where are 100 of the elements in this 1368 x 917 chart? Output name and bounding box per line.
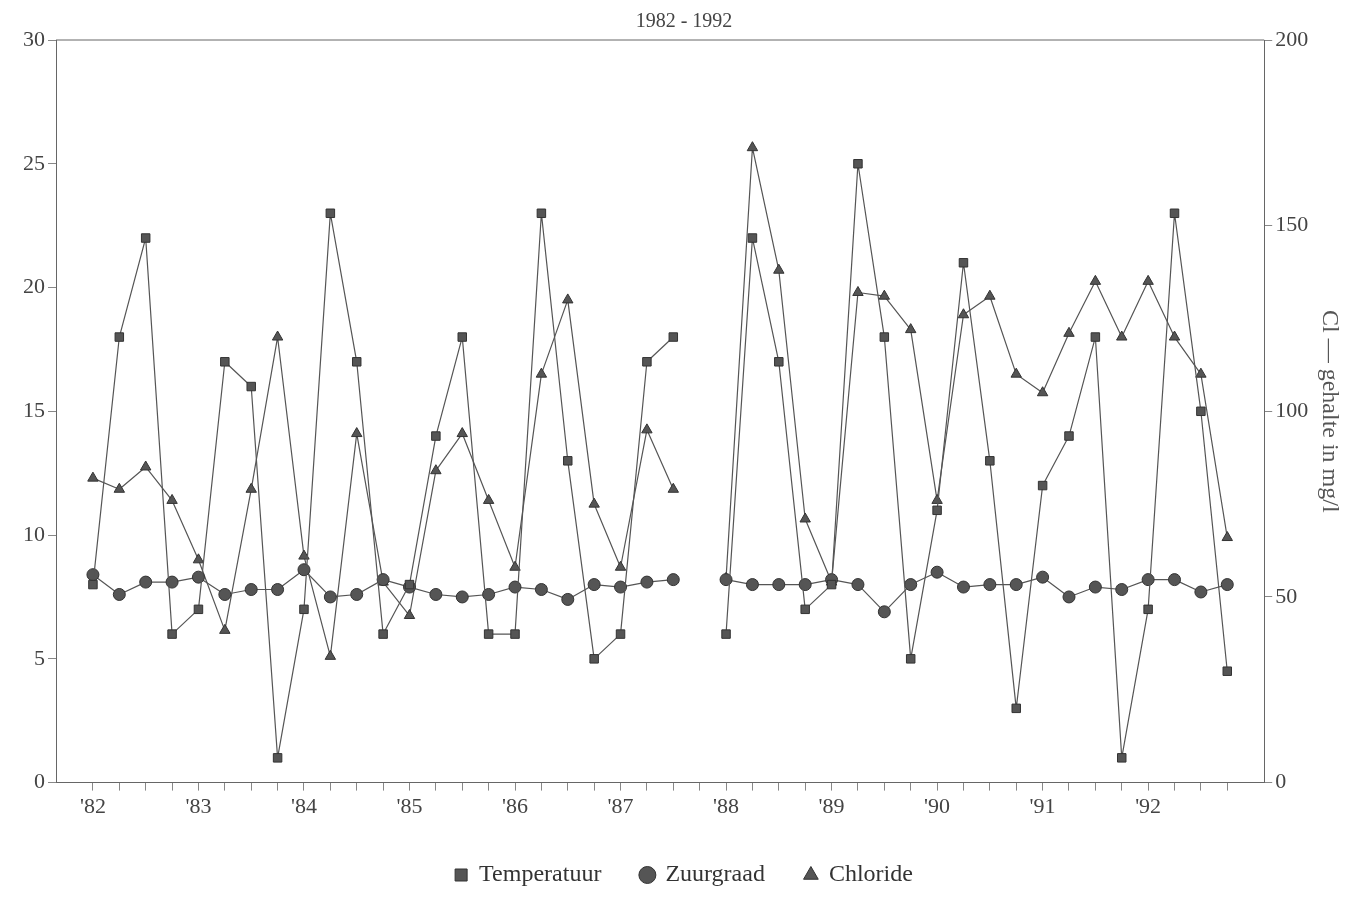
x-tick-label: '82 <box>79 792 106 818</box>
point <box>378 629 388 639</box>
y2-tick-label: 200 <box>1275 25 1309 51</box>
point <box>851 578 865 592</box>
point <box>1194 585 1208 599</box>
point <box>88 579 98 590</box>
y2-tick-label: 150 <box>1275 211 1309 237</box>
point <box>985 456 995 466</box>
y2-tick-label: 50 <box>1275 582 1298 608</box>
legend-label: Zuurgraad <box>665 860 765 887</box>
point <box>1222 666 1233 676</box>
point <box>167 629 177 639</box>
legend-label: Chloride <box>828 860 913 887</box>
point <box>877 605 891 619</box>
point <box>482 587 496 601</box>
y-tick-label: 10 <box>23 520 45 546</box>
point <box>1090 332 1101 342</box>
point <box>219 623 231 634</box>
x-tick-label: '89 <box>818 792 845 818</box>
x-tick-label: '87 <box>607 792 634 818</box>
point <box>1037 480 1048 491</box>
x-tick-label: '86 <box>502 792 528 818</box>
point <box>165 575 179 589</box>
point <box>1168 330 1181 341</box>
point <box>878 289 891 300</box>
point <box>1220 578 1234 592</box>
point <box>403 609 416 620</box>
point <box>800 604 810 615</box>
point <box>667 482 679 493</box>
point <box>1141 573 1155 587</box>
point <box>852 285 864 296</box>
chart-title: 1982 - 1992 <box>635 9 733 32</box>
point <box>642 357 652 367</box>
point <box>745 578 759 592</box>
point <box>430 464 442 475</box>
point <box>87 471 99 482</box>
point <box>930 565 944 579</box>
point <box>299 604 309 615</box>
point <box>773 263 785 274</box>
point <box>932 505 942 516</box>
point <box>1064 431 1074 441</box>
point <box>587 578 601 592</box>
point <box>614 580 628 594</box>
point <box>429 587 443 601</box>
point <box>984 289 996 300</box>
point <box>668 332 679 342</box>
point <box>112 587 126 601</box>
point <box>193 604 204 615</box>
y2-tick-label: 0 <box>1275 768 1287 794</box>
point <box>140 460 152 471</box>
point <box>1010 367 1022 378</box>
point <box>325 208 336 219</box>
point <box>166 493 178 504</box>
point <box>140 233 151 243</box>
point <box>245 482 257 493</box>
y-tick-label: 15 <box>23 397 45 423</box>
point <box>640 575 654 589</box>
point <box>509 560 521 571</box>
y-tick-label: 20 <box>23 273 45 299</box>
point <box>271 583 285 597</box>
point <box>666 573 680 587</box>
point <box>588 497 600 508</box>
point <box>139 575 153 589</box>
point <box>563 456 573 466</box>
point <box>1142 274 1154 285</box>
point <box>1089 274 1102 285</box>
point <box>562 293 574 304</box>
point <box>905 323 917 334</box>
x-tick-label: '88 <box>713 792 740 818</box>
point <box>1221 531 1233 542</box>
point <box>191 570 205 584</box>
point <box>482 493 495 504</box>
point <box>457 332 467 342</box>
point <box>1062 590 1076 604</box>
point <box>1169 208 1180 219</box>
point <box>1168 573 1182 587</box>
point <box>774 357 784 367</box>
point <box>799 512 811 523</box>
point <box>244 583 258 597</box>
point <box>510 629 520 639</box>
point <box>297 563 311 577</box>
point <box>589 654 599 664</box>
point <box>431 431 441 441</box>
point <box>879 332 890 342</box>
x-tick-label: '83 <box>185 792 212 818</box>
point <box>1088 580 1102 594</box>
point <box>957 308 970 319</box>
point <box>534 583 548 597</box>
point <box>772 578 786 592</box>
point <box>536 208 547 219</box>
y2-axis-title: Cl — gehalte in mg/l <box>1318 309 1345 513</box>
point <box>404 579 415 590</box>
point <box>719 573 733 587</box>
point <box>351 427 363 438</box>
point <box>271 330 284 341</box>
x-tick-label: '84 <box>290 792 317 818</box>
point <box>1195 367 1207 378</box>
point <box>351 357 362 367</box>
point <box>904 578 918 592</box>
point <box>561 592 575 606</box>
